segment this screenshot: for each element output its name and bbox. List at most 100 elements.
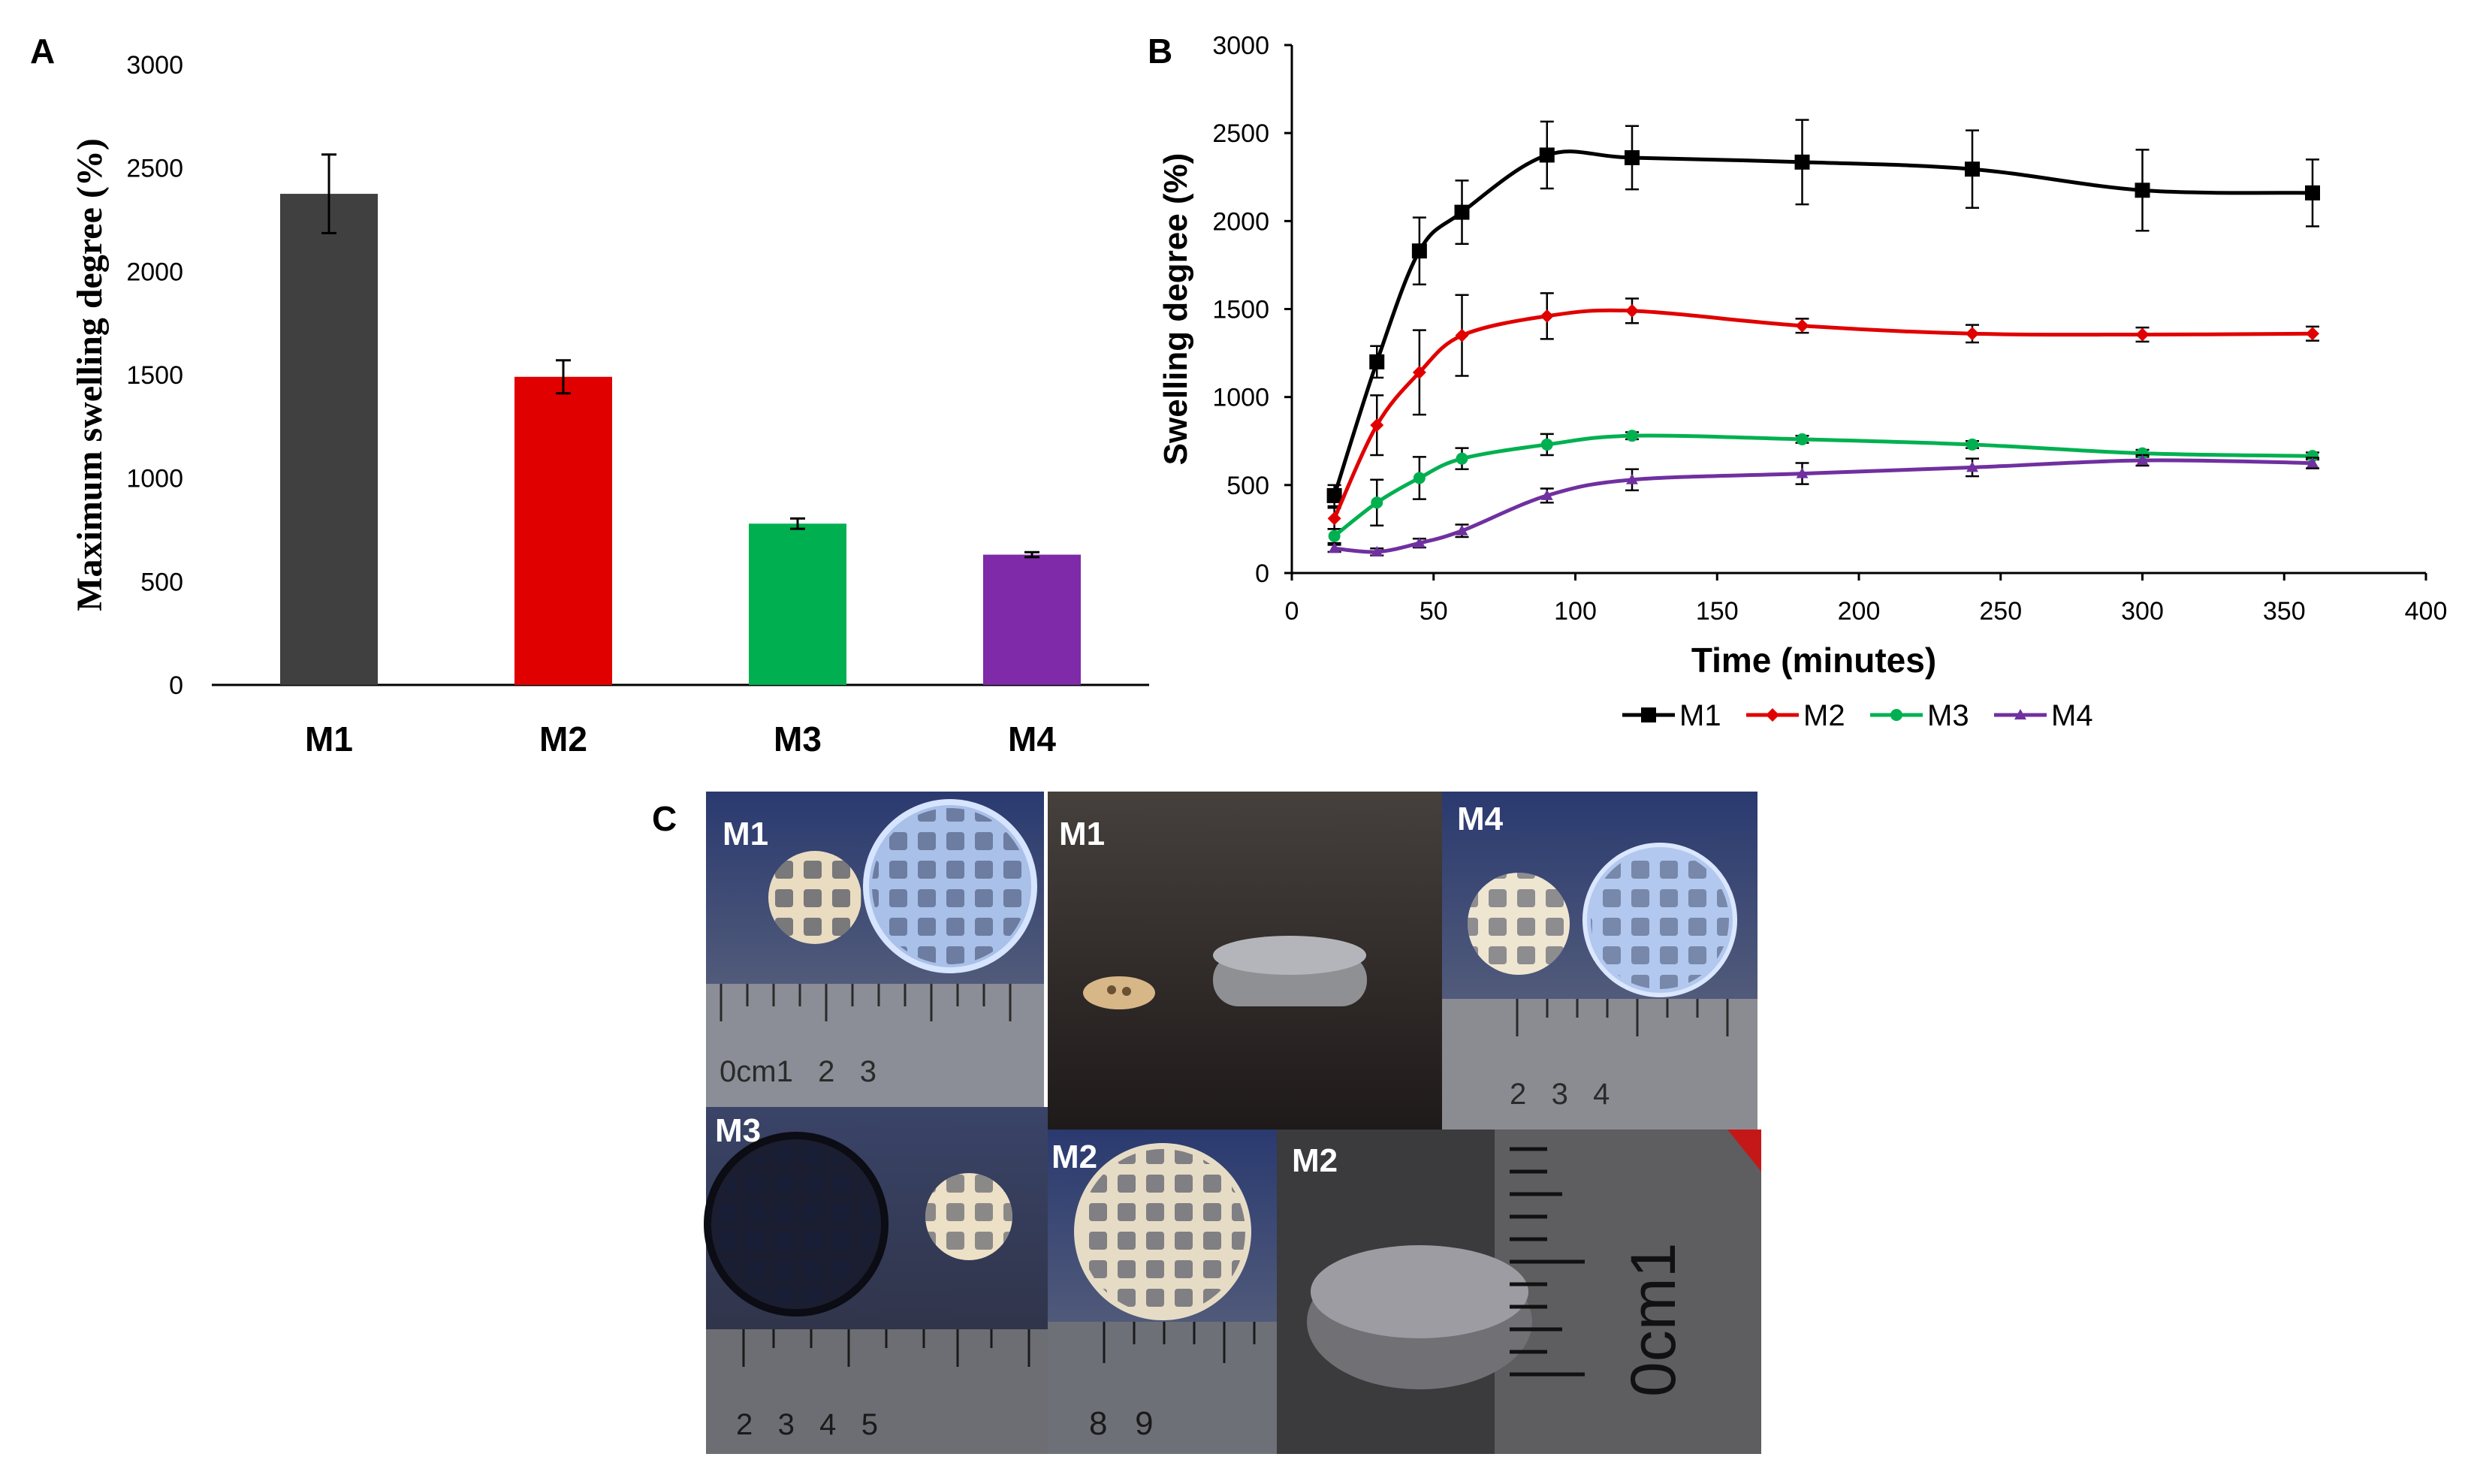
x-tick-label: 0 [1285, 597, 1299, 626]
line-chart-swelling-vs-time: 0 500 1000 1500 2000 2500 3000 0 50 100 150 200 250 3… [1157, 32, 2447, 732]
legend: M1 M2 M3 M4 [1622, 699, 2093, 732]
series-m4 [1327, 454, 2319, 556]
ruler-closeup [1495, 1130, 1761, 1454]
data-point [1370, 418, 1384, 433]
data-point [1454, 204, 1470, 220]
data-point [1328, 529, 1341, 542]
data-point [1626, 430, 1638, 442]
y-tick-label: 2500 [1212, 119, 1269, 148]
legend-label: M1 [1679, 699, 1721, 732]
data-point [1625, 149, 1640, 165]
photo-label: M1 [723, 816, 768, 852]
photo-tile-m1-top: 0cm1 2 3 M1 [706, 792, 1044, 1107]
data-point [1539, 147, 1555, 163]
panel-a-label: A [30, 32, 55, 71]
photo-tile-m3-top: 2 3 4 5 M3 [704, 1107, 1048, 1454]
data-point [1413, 537, 1426, 548]
x-tick-label: 400 [2405, 597, 2448, 626]
data-point [1412, 365, 1426, 379]
data-point [2135, 327, 2150, 342]
series-m1 [1326, 119, 2320, 508]
y-tick-label: 0 [169, 671, 183, 700]
data-point [1456, 524, 1468, 535]
data-point [2305, 185, 2320, 201]
legend-marker [1890, 709, 1902, 721]
data-point [1369, 354, 1385, 369]
photo-label: M4 [1457, 801, 1504, 837]
data-point [1966, 327, 1979, 341]
x-axis-title: Time (minutes) [1691, 641, 1936, 680]
y-axis-title: Swelling degree (%) [1157, 153, 1194, 466]
x-tick-label: M2 [539, 719, 587, 759]
x-tick-label: 150 [1696, 597, 1739, 626]
panel-b-label: B [1148, 32, 1172, 71]
photo-label: M2 [1051, 1139, 1097, 1175]
bar-chart-max-swelling: 0 500 1000 1500 2000 2500 3000 Maximum swelling… [70, 51, 1149, 759]
bar-m2 [514, 376, 612, 685]
legend-label: M2 [1803, 699, 1845, 732]
photo-label: M2 [1292, 1142, 1338, 1179]
data-point [2136, 454, 2149, 466]
y-tick-label: 500 [140, 568, 183, 596]
x-tick-label: M4 [1008, 719, 1056, 759]
photo-label: M1 [1059, 816, 1105, 852]
y-tick-label: 0 [1255, 560, 1269, 588]
series-line [1334, 458, 2313, 554]
x-tick-label: 100 [1554, 597, 1597, 626]
data-point [2307, 450, 2319, 463]
photo-label: M3 [715, 1112, 761, 1149]
data-point [1328, 542, 1341, 553]
data-point [2135, 182, 2150, 198]
legend-label: M4 [2051, 699, 2093, 732]
legend-marker [2014, 709, 2026, 719]
data-point [1413, 472, 1426, 484]
data-point [2306, 327, 2319, 341]
panel-c-label: C [652, 799, 677, 838]
data-point [1794, 154, 1810, 170]
photo-tile-m2-side: 0cm1 M2 [1277, 1130, 1761, 1454]
small-scaffold-side [1083, 976, 1155, 1009]
y-tick-label: 2500 [126, 155, 183, 183]
data-point [1625, 303, 1639, 318]
ruler-text: 2 3 4 5 [736, 1408, 878, 1441]
data-point [1411, 243, 1427, 259]
y-tick-label: 2000 [1212, 207, 1269, 236]
photo-tile-m2-top: 8 9 M2 [1048, 1130, 1277, 1454]
ruler-text: 0cm1 2 3 [720, 1055, 876, 1088]
bar-m3 [749, 523, 846, 685]
data-point [2307, 457, 2319, 468]
y-tick-label: 1500 [126, 361, 183, 390]
y-tick-label: 1000 [1212, 384, 1269, 412]
legend-label: M3 [1927, 699, 1969, 732]
data-point [1540, 438, 1553, 451]
data-point [1455, 328, 1469, 342]
x-tick-label: M1 [305, 719, 353, 759]
series-m2 [1327, 292, 2319, 530]
ruler [706, 984, 1044, 1107]
y-tick-label: 1500 [1212, 296, 1269, 324]
ruler [1442, 999, 1757, 1130]
data-point [1796, 467, 1809, 478]
series-line [1332, 308, 2313, 520]
data-point [1795, 318, 1809, 333]
legend-marker [1766, 708, 1779, 722]
bar-m4 [983, 554, 1081, 685]
y-tick-label: 3000 [1212, 32, 1269, 60]
data-point [1796, 433, 1809, 445]
bar-m1 [280, 194, 378, 685]
x-tick-label: 50 [1420, 597, 1448, 626]
data-point [1371, 496, 1383, 509]
y-tick-label: 3000 [126, 51, 183, 80]
data-point [1626, 473, 1638, 484]
data-point [1326, 487, 1342, 503]
x-tick-label: 250 [1979, 597, 2022, 626]
data-point [1327, 511, 1341, 526]
x-tick-label: 200 [1838, 597, 1881, 626]
data-point [1371, 545, 1383, 556]
data-point [1965, 161, 1980, 177]
data-point [1966, 438, 1978, 451]
data-point [1540, 489, 1553, 500]
y-tick-label: 1000 [126, 465, 183, 493]
ruler [1048, 1322, 1277, 1454]
